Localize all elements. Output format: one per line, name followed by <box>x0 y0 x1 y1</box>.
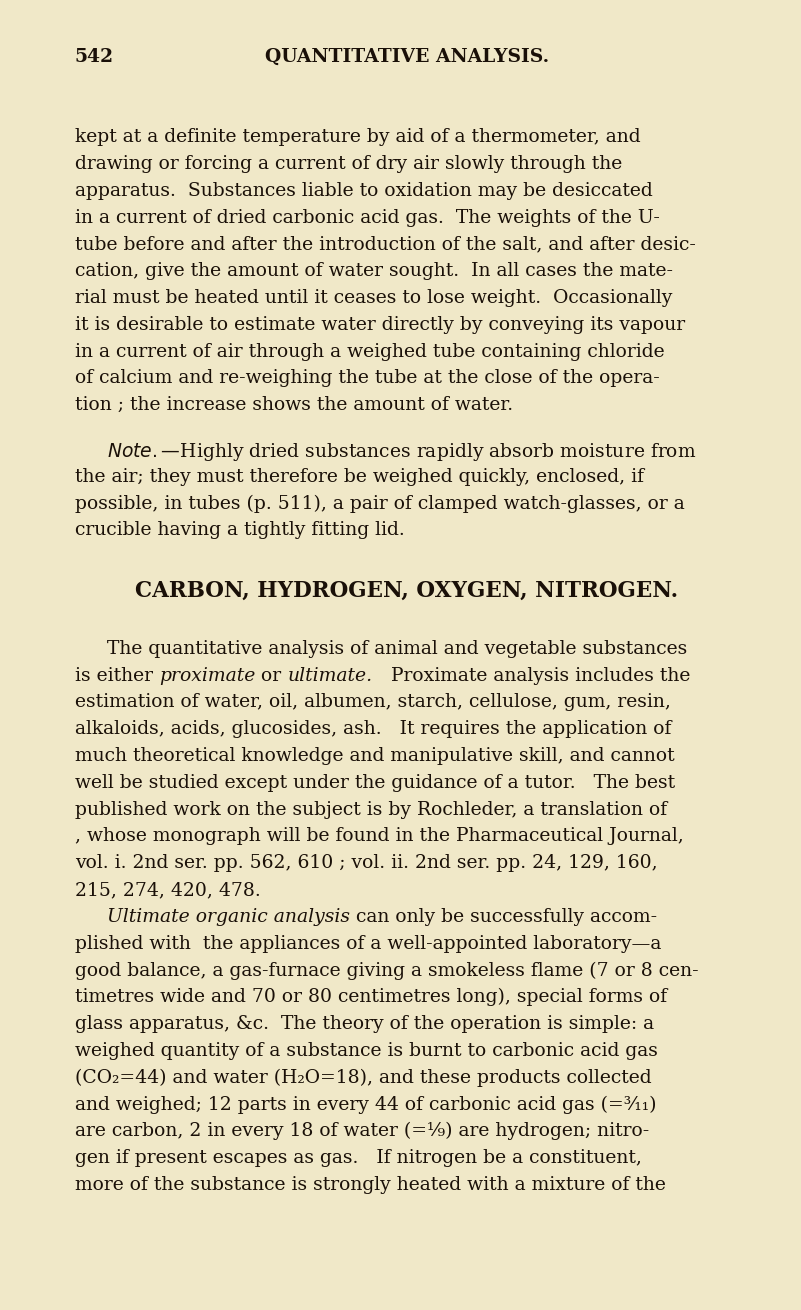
Text: possible, in tubes (p. 511), a pair of clamped watch-glasses, or a: possible, in tubes (p. 511), a pair of c… <box>75 495 685 514</box>
Text: much theoretical knowledge and manipulative skill, and cannot: much theoretical knowledge and manipulat… <box>75 747 674 765</box>
Text: is either: is either <box>75 667 159 685</box>
Text: tube before and after the introduction of the salt, and after desic-: tube before and after the introduction o… <box>75 236 696 253</box>
Text: published work on the subject is by Rochleder, a translation of: published work on the subject is by Roch… <box>75 800 667 819</box>
Text: Ultimate organic analysis: Ultimate organic analysis <box>107 908 350 926</box>
Text: The quantitative analysis of animal and vegetable substances: The quantitative analysis of animal and … <box>107 639 687 658</box>
Text: vol. i. 2nd ser. pp. 562, 610 ; vol. ii. 2nd ser. pp. 24, 129, 160,: vol. i. 2nd ser. pp. 562, 610 ; vol. ii.… <box>75 854 658 872</box>
Text: estimation of water, oil, albumen, starch, cellulose, gum, resin,: estimation of water, oil, albumen, starc… <box>75 693 671 711</box>
Text: 215, 274, 420, 478.: 215, 274, 420, 478. <box>75 880 261 899</box>
Text: crucible having a tightly fitting lid.: crucible having a tightly fitting lid. <box>75 521 405 540</box>
Text: weighed quantity of a substance is burnt to carbonic acid gas: weighed quantity of a substance is burnt… <box>75 1041 658 1060</box>
Text: glass apparatus, &c.  The theory of the operation is simple: a: glass apparatus, &c. The theory of the o… <box>75 1015 654 1034</box>
Text: Proximate analysis includes the: Proximate analysis includes the <box>372 667 690 685</box>
Text: can only be successfully accom-: can only be successfully accom- <box>350 908 657 926</box>
Text: in a current of air through a weighed tube containing chloride: in a current of air through a weighed tu… <box>75 343 665 360</box>
Text: , whose monograph will be found in the Pharmaceutical Journal,: , whose monograph will be found in the P… <box>75 828 684 845</box>
Text: plished with  the appliances of a well-appointed laboratory—a: plished with the appliances of a well-ap… <box>75 934 662 952</box>
Text: rial must be heated until it ceases to lose weight.  Occasionally: rial must be heated until it ceases to l… <box>75 290 672 307</box>
Text: well be studied except under the guidance of a tutor.   The best: well be studied except under the guidanc… <box>75 774 675 791</box>
Text: drawing or forcing a current of dry air slowly through the: drawing or forcing a current of dry air … <box>75 155 622 173</box>
Text: cation, give the amount of water sought.  In all cases the mate-: cation, give the amount of water sought.… <box>75 262 673 280</box>
Text: proximate: proximate <box>159 667 256 685</box>
Text: or: or <box>256 667 288 685</box>
Text: of calcium and re-weighing the tube at the close of the opera-: of calcium and re-weighing the tube at t… <box>75 369 660 388</box>
Text: are carbon, 2 in every 18 of water (=¹⁄₉) are hydrogen; nitro-: are carbon, 2 in every 18 of water (=¹⁄₉… <box>75 1123 650 1141</box>
Text: $\it{Note.}$—Highly dried substances rapidly absorb moisture from: $\it{Note.}$—Highly dried substances rap… <box>107 441 696 462</box>
Text: QUANTITATIVE ANALYSIS.: QUANTITATIVE ANALYSIS. <box>265 48 549 66</box>
Text: and weighed; 12 parts in every 44 of carbonic acid gas (=³⁄₁₁): and weighed; 12 parts in every 44 of car… <box>75 1095 657 1113</box>
Text: apparatus.  Substances liable to oxidation may be desiccated: apparatus. Substances liable to oxidatio… <box>75 182 653 200</box>
Text: in a current of dried carbonic acid gas.  The weights of the U-: in a current of dried carbonic acid gas.… <box>75 208 660 227</box>
Text: tion ; the increase shows the amount of water.: tion ; the increase shows the amount of … <box>75 396 513 414</box>
Text: CARBON, HYDROGEN, OXYGEN, NITROGEN.: CARBON, HYDROGEN, OXYGEN, NITROGEN. <box>135 580 678 603</box>
Text: (CO₂=44) and water (H₂O=18), and these products collected: (CO₂=44) and water (H₂O=18), and these p… <box>75 1069 652 1087</box>
Text: 542: 542 <box>75 48 114 66</box>
Text: kept at a definite temperature by aid of a thermometer, and: kept at a definite temperature by aid of… <box>75 128 641 147</box>
Text: it is desirable to estimate water directly by conveying its vapour: it is desirable to estimate water direct… <box>75 316 685 334</box>
Text: timetres wide and 70 or 80 centimetres long), special forms of: timetres wide and 70 or 80 centimetres l… <box>75 988 667 1006</box>
Text: the air; they must therefore be weighed quickly, enclosed, if: the air; they must therefore be weighed … <box>75 468 644 486</box>
Text: good balance, a gas-furnace giving a smokeless flame (7 or 8 cen-: good balance, a gas-furnace giving a smo… <box>75 962 698 980</box>
Text: alkaloids, acids, glucosides, ash.   It requires the application of: alkaloids, acids, glucosides, ash. It re… <box>75 721 671 738</box>
Text: more of the substance is strongly heated with a mixture of the: more of the substance is strongly heated… <box>75 1176 666 1193</box>
Text: gen if present escapes as gas.   If nitrogen be a constituent,: gen if present escapes as gas. If nitrog… <box>75 1149 642 1167</box>
Text: ultimate.: ultimate. <box>288 667 372 685</box>
